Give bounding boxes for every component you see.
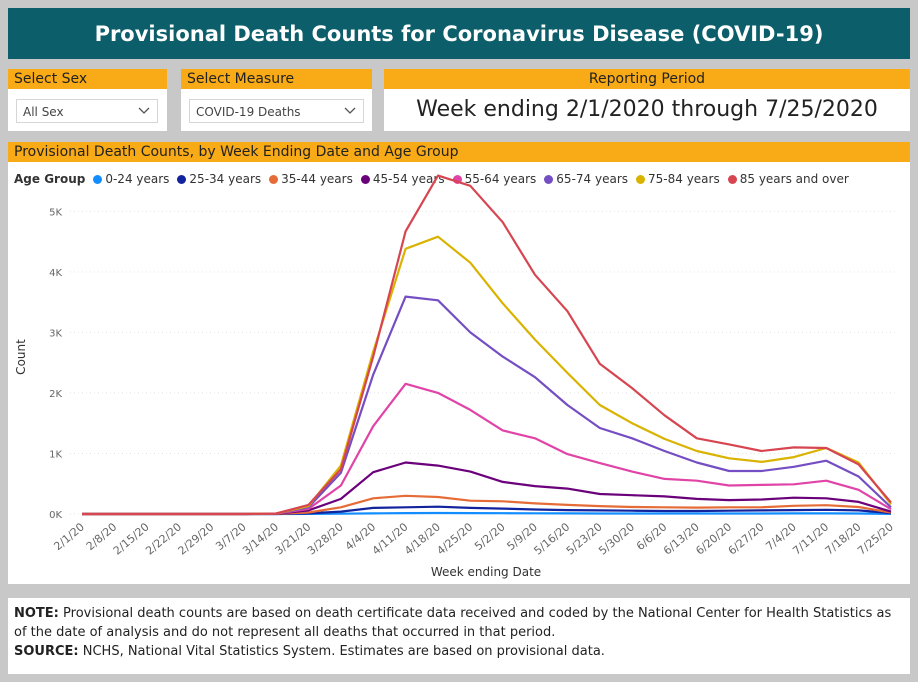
- reporting-period-label: Reporting Period: [384, 69, 910, 89]
- legend-label: 25-34 years: [189, 172, 262, 186]
- measure-dropdown-value: COVID-19 Deaths: [196, 105, 301, 119]
- note-paragraph: NOTE: Provisional death counts are based…: [14, 604, 904, 642]
- legend-dot: [727, 174, 737, 184]
- legend-dot: [177, 174, 187, 184]
- x-tick-label: 4/25/20: [434, 520, 475, 557]
- chevron-down-icon: [344, 107, 356, 114]
- y-tick-label: 0K: [49, 510, 62, 521]
- legend-dot: [360, 174, 370, 184]
- series-line: [82, 295, 892, 516]
- legend-item[interactable]: 0-24 years: [93, 172, 169, 186]
- x-axis-title: Week ending Date: [431, 565, 541, 579]
- x-tick-label: 5/2/20: [472, 520, 507, 553]
- x-tick-label: 5/30/20: [596, 520, 637, 557]
- reporting-period-card: Reporting Period Week ending 2/1/2020 th…: [384, 69, 910, 131]
- y-tick-label: 3K: [49, 328, 62, 339]
- x-tick-label: 2/29/20: [176, 520, 217, 557]
- x-tick-label: 6/20/20: [693, 520, 734, 557]
- y-tick-label: 4K: [49, 268, 62, 279]
- source-text: NCHS, National Vital Statistics System. …: [78, 644, 605, 659]
- chart-legend: Age Group 0-24 years 25-34 years 35-44 yea…: [14, 172, 857, 186]
- x-tick-label: 5/23/20: [564, 520, 605, 557]
- x-tick-label: 2/15/20: [111, 520, 152, 557]
- x-tick-label: 3/14/20: [240, 520, 281, 557]
- legend-item[interactable]: 85 years and over: [727, 172, 849, 186]
- x-tick-label: 4/11/20: [370, 520, 411, 557]
- page-title: Provisional Death Counts for Coronavirus…: [8, 8, 910, 59]
- sex-dropdown[interactable]: All Sex: [16, 99, 158, 123]
- x-tick-label: 5/16/20: [531, 520, 572, 557]
- source-paragraph: SOURCE: NCHS, National Vital Statistics …: [14, 642, 904, 661]
- x-tick-label: 2/22/20: [143, 520, 184, 557]
- series-line: [82, 382, 892, 516]
- x-tick-label: 4/18/20: [402, 520, 443, 557]
- legend-dot: [636, 174, 646, 184]
- legend-item[interactable]: 25-34 years: [177, 172, 261, 186]
- y-tick-label: 1K: [49, 449, 62, 460]
- measure-dropdown[interactable]: COVID-19 Deaths: [189, 99, 364, 123]
- x-tick-label: 7/25/20: [855, 520, 896, 557]
- chevron-down-icon: [138, 107, 150, 114]
- x-tick-label: 7/11/20: [790, 520, 831, 557]
- measure-slicer-label: Select Measure: [181, 69, 372, 89]
- line-chart: 0K1K2K3K4K5K2/1/202/8/202/15/202/22/202/…: [14, 174, 898, 579]
- legend-label: 45-54 years: [372, 172, 445, 186]
- x-tick-label: 6/13/20: [661, 520, 702, 557]
- x-tick-label: 3/28/20: [305, 520, 346, 557]
- legend-dot: [93, 174, 103, 184]
- y-axis-title: Count: [14, 339, 28, 375]
- legend-label: 65-74 years: [556, 172, 629, 186]
- legend-item[interactable]: 45-54 years: [360, 172, 445, 186]
- y-tick-label: 5K: [49, 207, 62, 218]
- legend-label: 85 years and over: [739, 172, 849, 186]
- legend-label: 75-84 years: [648, 172, 720, 186]
- reporting-period-value: Week ending 2/1/2020 through 7/25/2020: [416, 97, 878, 122]
- legend-label: 55-64 years: [464, 172, 537, 186]
- legend-item[interactable]: 75-84 years: [636, 172, 720, 186]
- sex-slicer: Select Sex All Sex: [8, 69, 167, 131]
- legend-title: Age Group: [14, 172, 86, 186]
- line-chart-panel: Provisional Death Counts, by Week Ending…: [8, 142, 910, 584]
- x-tick-label: 6/27/20: [726, 520, 767, 557]
- y-tick-label: 2K: [49, 389, 62, 400]
- source-label: SOURCE:: [14, 644, 79, 659]
- legend-dot: [452, 174, 462, 184]
- series-line: [82, 174, 892, 516]
- x-tick-label: 7/18/20: [823, 520, 864, 557]
- legend-item[interactable]: 35-44 years: [269, 172, 353, 186]
- legend-label: 35-44 years: [281, 172, 353, 186]
- sex-slicer-label: Select Sex: [8, 69, 167, 89]
- measure-slicer: Select Measure COVID-19 Deaths: [181, 69, 372, 131]
- note-text: Provisional death counts are based on de…: [14, 606, 892, 640]
- legend-dot: [544, 174, 554, 184]
- series-line: [82, 235, 892, 516]
- legend-dot: [269, 174, 279, 184]
- note-label: NOTE:: [14, 606, 59, 621]
- legend-item[interactable]: 55-64 years: [452, 172, 537, 186]
- sex-dropdown-value: All Sex: [23, 105, 64, 119]
- legend-item[interactable]: 65-74 years: [544, 172, 628, 186]
- chart-heading: Provisional Death Counts, by Week Ending…: [8, 142, 910, 162]
- note-panel: NOTE: Provisional death counts are based…: [8, 598, 910, 674]
- legend-label: 0-24 years: [105, 172, 170, 186]
- x-tick-label: 2/1/20: [51, 520, 86, 553]
- x-tick-label: 3/21/20: [273, 520, 314, 557]
